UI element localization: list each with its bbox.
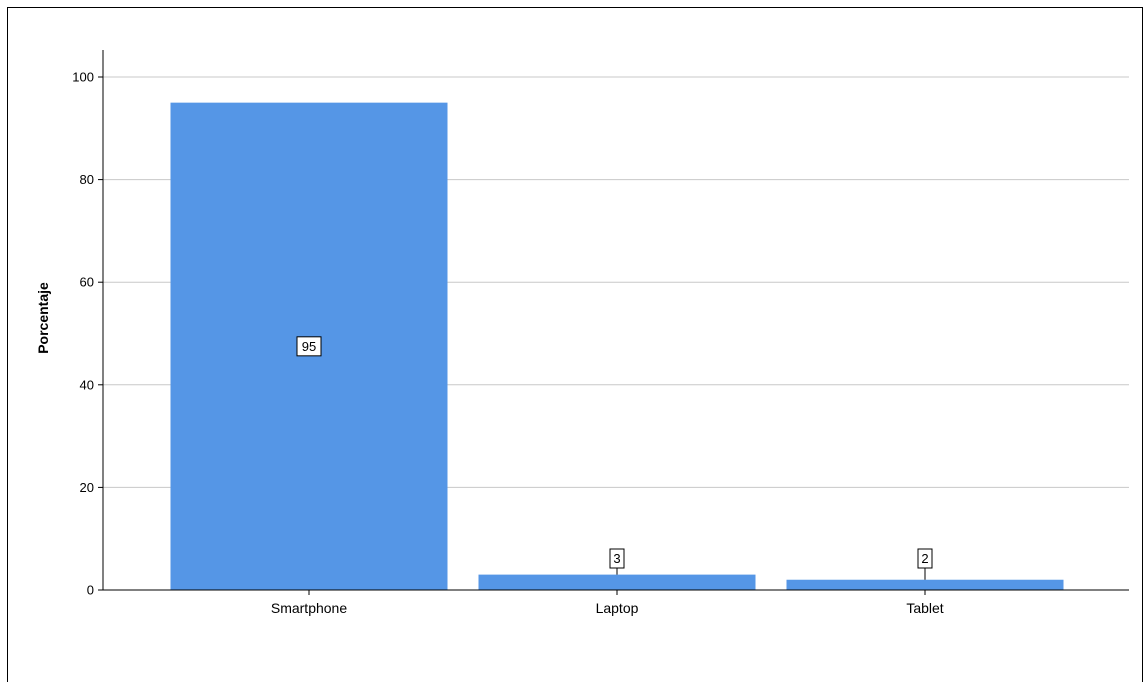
- bars: [170, 102, 1064, 591]
- axes: [98, 50, 1129, 595]
- bar-laptop: [478, 574, 756, 590]
- y-axis-title: Porcentaje: [35, 282, 51, 354]
- data-label: 95: [302, 339, 316, 354]
- bar-tablet: [786, 579, 1064, 590]
- labels: 0 20 40 60 80 100 Smartphone 95 Laptop 3 Tablet 2: [72, 70, 943, 617]
- y-tick-label: 20: [80, 480, 94, 495]
- y-tick-label: 100: [72, 70, 94, 85]
- data-label-box: [917, 548, 933, 569]
- y-tick-label: 40: [80, 377, 94, 392]
- x-tick-label: Laptop: [596, 600, 639, 616]
- y-tick-label: 80: [80, 172, 94, 187]
- x-tick-label: Tablet: [906, 600, 943, 616]
- y-tick-label: 0: [87, 583, 94, 598]
- chart-frame: [7, 7, 1143, 682]
- data-label: 3: [613, 551, 620, 566]
- x-tick-label: Smartphone: [271, 600, 347, 616]
- y-tick-label: 60: [80, 275, 94, 290]
- data-label: 2: [921, 551, 928, 566]
- data-label-box: [609, 548, 625, 569]
- data-label-box: [296, 336, 322, 357]
